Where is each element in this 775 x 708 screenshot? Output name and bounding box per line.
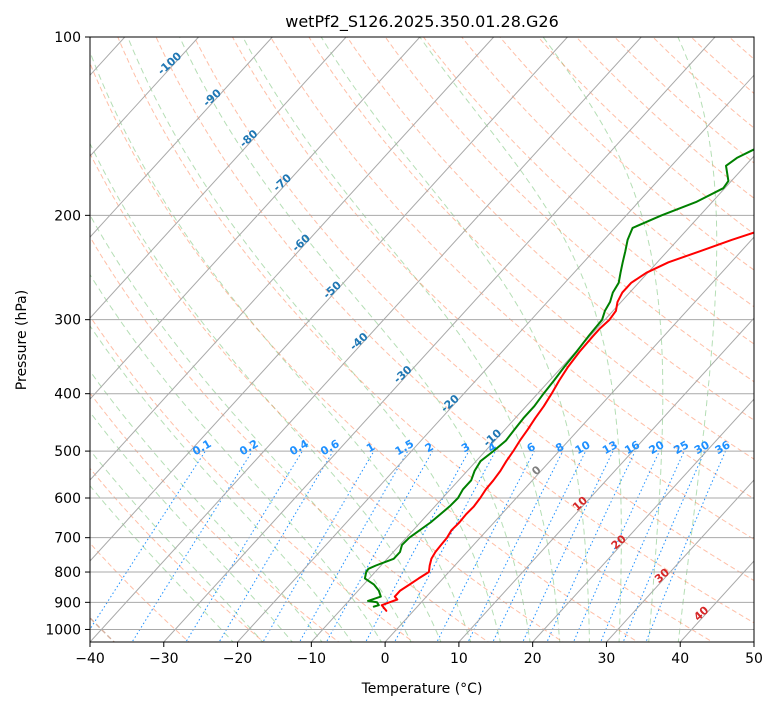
isotherm-line [753,641,754,642]
isotherm-line [90,37,347,319]
y-tick-label: 600 [54,491,81,507]
dry-adiabat-line [193,37,754,582]
dry-adiabat-line [346,37,754,421]
dry-adiabat-line [90,315,415,642]
y-tick-label: 1000 [45,622,81,638]
isotherm-line [90,37,568,562]
x-tick-label: 30 [598,651,616,667]
y-tick-label: 800 [54,565,81,581]
mixing-ratio-line [436,450,535,642]
dry-adiabat-line [90,152,564,642]
x-tick-label: 50 [745,651,763,667]
isotherm-line [532,398,754,642]
dry-adiabat-line [575,37,754,199]
x-tick-label: 0 [381,651,390,667]
x-tick-label: −40 [75,651,105,667]
dry-adiabat-line [308,37,754,460]
mixing-ratio-line [522,450,614,642]
dry-adiabat-line [384,37,754,383]
moist-adiabat-line [90,484,234,642]
mixing-ratio-line [622,450,706,642]
mixing-ratio-line [90,450,206,631]
y-tick-label: 200 [54,208,81,224]
y-tick-label: 700 [54,531,81,547]
isotherm-line [163,37,716,642]
isotherm-line [458,317,754,642]
dry-adiabat-line [270,37,754,500]
dry-adiabat-line [117,37,714,642]
moist-adiabat-line [90,449,264,642]
isotherm-line [384,236,754,642]
dry-adiabat-line [755,26,775,644]
x-tick-label: 10 [450,651,468,667]
mixing-ratio-line [546,450,636,642]
isotherm-line [90,37,495,481]
isotherm-line [606,479,754,642]
x-tick-label: −30 [149,651,179,667]
y-tick-label: 900 [54,595,81,611]
plot-frame [89,36,755,643]
isotherm-line [90,37,273,238]
moist-adiabat-line [90,214,412,642]
dry-adiabat-line [231,37,754,540]
mixing-ratio-line [185,450,303,642]
isotherm-line [237,74,754,642]
x-tick-label: 40 [671,651,689,667]
x-tick-label: 20 [524,651,542,667]
dewpoint-line [363,148,754,608]
x-axis-title: Temperature (°C) [361,681,483,697]
isotherm-line [90,37,642,642]
mixing-ratio-line [262,450,375,642]
y-tick-label: 100 [54,30,81,46]
dry-adiabat-line [90,235,490,642]
isotherm-line [90,37,421,400]
x-tick-label: −10 [297,651,327,667]
y-tick-label: 400 [54,387,81,403]
y-tick-label: 500 [54,444,81,460]
chart-title: wetPf2_S126.2025.350.01.28.G26 [285,12,559,32]
x-tick-label: −20 [223,651,253,667]
mixing-ratio-line [394,450,496,642]
y-tick-label: 300 [54,313,81,329]
moist-adiabat-line [90,142,442,642]
dry-adiabat-line [422,37,754,345]
dry-adiabat-line [499,37,754,271]
temperature-line [380,231,754,612]
isotherm-line [90,37,199,157]
dry-adiabat-line [90,61,639,642]
y-axis-title: Pressure (hPa) [14,290,30,390]
